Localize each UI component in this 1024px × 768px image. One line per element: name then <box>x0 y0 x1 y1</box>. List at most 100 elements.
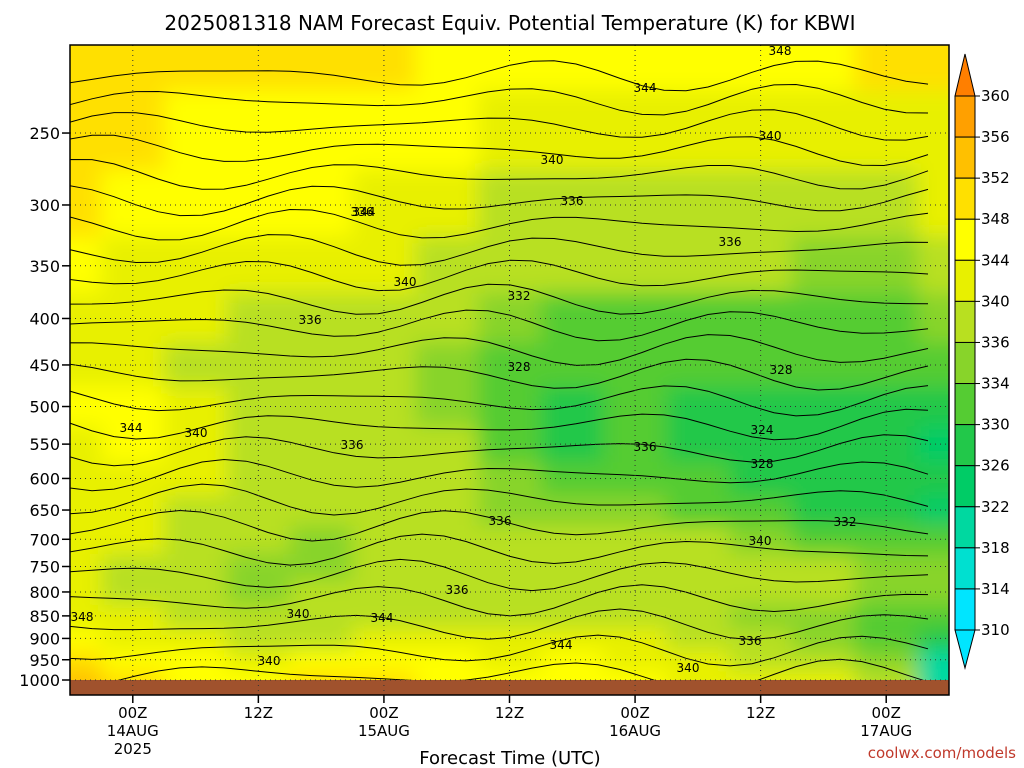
heat-cell <box>729 425 794 463</box>
grid-lines <box>70 45 949 695</box>
contour-line <box>70 533 929 566</box>
heat-cell <box>540 169 605 237</box>
colorbar-segment <box>954 95 976 138</box>
contour-line <box>70 584 929 617</box>
heat-cell <box>917 425 949 463</box>
heat-cell <box>854 169 919 237</box>
heat-cell <box>666 461 731 496</box>
contour-line <box>70 408 929 441</box>
heat-cell <box>917 603 949 629</box>
heat-cell <box>226 169 291 237</box>
colorbar-label: 348 <box>981 210 1010 228</box>
colorbar-segment <box>954 300 976 343</box>
contour-label: 332 <box>834 515 857 529</box>
contour-label: 332 <box>508 289 531 303</box>
heat-cell <box>289 627 354 651</box>
heat-cell <box>540 425 605 463</box>
heat-cell <box>289 169 354 237</box>
contour-label: 336 <box>739 634 762 648</box>
heat-cell <box>415 494 480 526</box>
heat-cell <box>164 494 228 526</box>
heat-cell <box>352 341 417 387</box>
heat-cell <box>792 425 856 463</box>
heat-cell <box>70 169 103 237</box>
heat-cell <box>226 341 291 387</box>
heat-cell <box>792 461 856 496</box>
heat-cell <box>164 169 228 237</box>
x-tick-label: 00Z <box>620 704 649 722</box>
heat-cell <box>289 45 354 91</box>
heat-cell <box>352 627 417 651</box>
contour-label: 344 <box>550 638 573 652</box>
heat-cell <box>666 524 731 554</box>
heat-cell <box>854 235 919 294</box>
contour-label: 340 <box>258 654 281 668</box>
heat-cell <box>164 627 228 651</box>
heat-cell <box>792 385 856 427</box>
heat-cell <box>101 169 166 237</box>
heat-cell <box>164 89 228 171</box>
heat-cell <box>540 341 605 387</box>
y-tick-label: 550 <box>29 435 60 454</box>
heat-cell <box>729 524 794 554</box>
y-tick-label: 700 <box>29 530 60 549</box>
heat-cell <box>352 552 417 581</box>
heat-cell <box>415 89 480 171</box>
heat-cell <box>415 292 480 343</box>
contour-label: 348 <box>71 610 94 624</box>
contour-label: 324 <box>751 423 774 437</box>
heat-cell <box>226 45 291 91</box>
heat-cell <box>415 341 480 387</box>
heat-cell <box>917 235 949 294</box>
contour-label: 340 <box>541 153 564 167</box>
y-tick-label: 350 <box>29 257 60 276</box>
y-tick-label: 300 <box>29 196 60 215</box>
colorbar-segment <box>954 588 976 631</box>
heat-cell <box>792 341 856 387</box>
contour-line <box>70 483 929 516</box>
heat-cell <box>729 169 794 237</box>
heat-cell <box>289 552 354 581</box>
heat-cell <box>666 579 731 605</box>
heat-cell <box>70 341 103 387</box>
heat-cell <box>226 627 291 651</box>
contour-label: 336 <box>489 514 512 528</box>
x-tick-label: 12Z <box>746 704 775 722</box>
colorbar-segment <box>954 383 976 426</box>
contour-line <box>70 158 929 190</box>
contour-label: 328 <box>770 363 793 377</box>
heat-cell <box>415 169 480 237</box>
y-tick-label: 450 <box>29 356 60 375</box>
colorbar-segment <box>954 506 976 549</box>
heat-cell <box>792 235 856 294</box>
heat-cell <box>540 603 605 629</box>
colorbar-label: 314 <box>981 580 1010 598</box>
heat-cell <box>352 89 417 171</box>
heat-cell <box>478 341 542 387</box>
heat-cell <box>603 235 668 294</box>
heat-cell <box>352 45 417 91</box>
x-tick-label: 00Z <box>118 704 147 722</box>
contour-label: 340 <box>759 129 782 143</box>
y-tick-label: 900 <box>29 629 60 648</box>
heat-cell <box>729 461 794 496</box>
colorbar: 360 356 352 348 344 340 336 334 330 326 322 318 314 3… <box>954 53 1010 670</box>
heat-cell <box>415 45 480 91</box>
x-axis-label: Forecast Time (UTC) <box>419 748 600 768</box>
contour-line <box>70 134 929 167</box>
heat-cell <box>792 169 856 237</box>
y-tick-label: 500 <box>29 398 60 417</box>
contour-line <box>70 385 929 417</box>
heat-cell <box>917 385 949 427</box>
colorbar-label: 360 <box>981 87 1010 105</box>
contour-label: 344 <box>634 81 657 95</box>
contour-label: 328 <box>508 360 531 374</box>
contour-line <box>70 283 929 315</box>
heat-cell <box>666 385 731 427</box>
heat-cell <box>917 552 949 581</box>
colorbar-segment <box>954 218 976 261</box>
y-tick-label: 250 <box>29 124 60 143</box>
heat-cell <box>666 494 731 526</box>
colorbar-label: 310 <box>981 621 1010 639</box>
